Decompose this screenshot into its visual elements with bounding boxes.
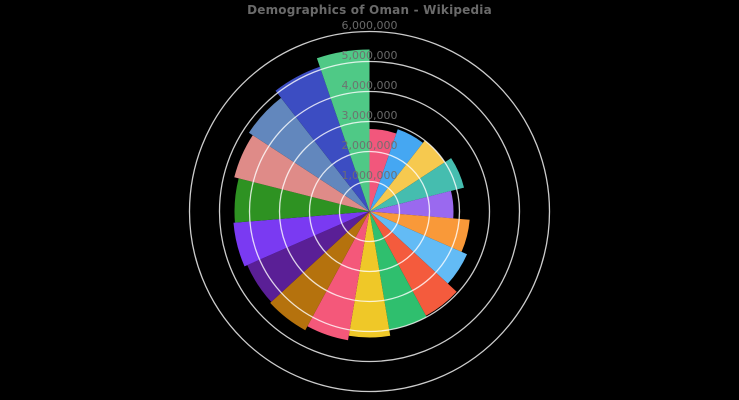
- chart-wedge-13: [247, 211, 370, 302]
- radial-tick-label: 3,000,000: [342, 109, 398, 122]
- radial-gridline: [308, 150, 431, 273]
- radial-gridline: [218, 60, 521, 363]
- chart-title: Demographics of Oman - Wikipedia: [247, 3, 492, 17]
- radial-gridline: [188, 30, 551, 393]
- radial-tick-label: 6,000,000: [342, 19, 398, 32]
- chart-wedge-2: [369, 129, 423, 212]
- chart-wedge-12: [270, 211, 370, 331]
- chart-wedge-14: [233, 211, 370, 267]
- chart-wedge-11: [307, 211, 370, 341]
- chart-wedge-3: [369, 140, 445, 212]
- chart-wedge-17: [248, 97, 370, 212]
- chart-wedge-4: [369, 158, 465, 212]
- radial-tick-label: 2,000,000: [342, 139, 398, 152]
- chart-wedge-10: [348, 211, 391, 338]
- radial-tick-label: 4,000,000: [342, 79, 398, 92]
- radial-tick-label: 5,000,000: [342, 49, 398, 62]
- chart-wedge-15: [234, 178, 370, 223]
- chart-wedge-1: [369, 129, 397, 212]
- radial-tick-label: 1,000,000: [342, 169, 398, 182]
- chart-wedge-16: [234, 135, 370, 212]
- chart-wedge-9: [369, 211, 427, 330]
- radial-gridline: [278, 120, 461, 303]
- chart-wedge-5: [369, 190, 454, 219]
- chart-wedge-6: [369, 211, 470, 252]
- radial-gridline: [338, 180, 401, 243]
- chart-wedge-19: [316, 49, 370, 212]
- chart-wedge-8: [369, 211, 457, 316]
- chart-wedge-18: [275, 66, 370, 212]
- radial-gridline: [248, 90, 491, 333]
